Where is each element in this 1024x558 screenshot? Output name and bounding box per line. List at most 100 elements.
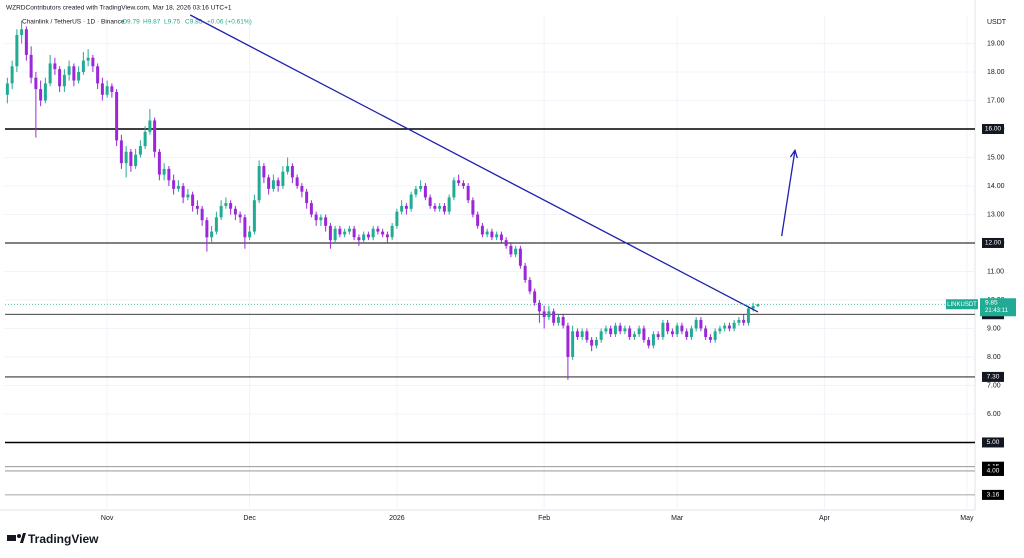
x-tick-label: Apr <box>819 515 831 522</box>
candle-body <box>571 331 575 357</box>
candle-body <box>518 248 522 266</box>
candle-body <box>537 302 541 312</box>
candle-body <box>338 228 342 235</box>
candle-body <box>509 245 513 255</box>
arrow <box>781 150 796 237</box>
candle-body <box>613 325 617 335</box>
candle-body <box>447 197 451 212</box>
candle-body <box>371 228 375 238</box>
symbol-tag <box>946 299 978 310</box>
x-tick-label: Mar <box>671 515 684 522</box>
candle-body <box>119 140 123 164</box>
level-tag <box>982 465 1004 476</box>
candle-body <box>186 194 190 198</box>
candle-body <box>328 225 332 241</box>
candle-body <box>100 83 104 95</box>
candle-body <box>153 120 157 152</box>
candle-body <box>366 234 370 238</box>
logo-mark <box>17 534 21 538</box>
candle-body <box>746 308 750 323</box>
level-tag <box>982 371 1004 382</box>
candle-body <box>376 228 380 232</box>
candle-body <box>471 200 475 215</box>
symbol-label: LINKUSDT <box>947 302 977 308</box>
candle-body <box>675 325 679 335</box>
candle-body <box>257 166 261 201</box>
candle-body <box>442 205 446 212</box>
candle-body <box>718 328 722 332</box>
x-tick-label: 2026 <box>389 515 405 522</box>
legend-low: L9.75 <box>164 19 181 26</box>
candle-body <box>34 77 38 90</box>
candle-body <box>352 228 356 238</box>
candle-body <box>281 171 285 186</box>
candle-body <box>53 63 57 70</box>
candle-body <box>309 203 313 215</box>
candle-body <box>290 166 294 178</box>
candle-body <box>632 334 636 338</box>
y-tick-label: 15.00 <box>987 154 1005 161</box>
candle-body <box>656 334 660 338</box>
candle-body <box>466 185 470 201</box>
level-label: 3.16 <box>987 492 1000 499</box>
level-label: 4.00 <box>987 468 1000 475</box>
candle-body <box>594 339 598 346</box>
candle-body <box>20 29 24 35</box>
x-tick-label: Dec <box>243 515 256 522</box>
candle-body <box>300 185 304 192</box>
candle-body <box>647 339 651 346</box>
candle-body <box>628 328 632 338</box>
candle-body <box>214 217 218 232</box>
candle-body <box>552 311 556 323</box>
candle-body <box>229 203 233 209</box>
candle-body <box>134 154 138 167</box>
candle-body <box>504 240 508 246</box>
level-tag <box>982 123 1004 134</box>
currency-label: USDT <box>987 19 1007 26</box>
legend-symbol: Chainlink / TetherUS · 1D · Binance <box>22 19 125 26</box>
candle-body <box>409 194 413 209</box>
level-tag <box>982 237 1004 248</box>
candle-body <box>333 228 337 241</box>
candle-body <box>143 131 147 147</box>
candle-body <box>404 205 408 209</box>
candle-body <box>205 220 209 238</box>
candle-body <box>390 225 394 238</box>
candle-body <box>694 319 698 329</box>
x-tick-label: Feb <box>538 515 550 522</box>
candle-body <box>252 200 256 232</box>
candle-body <box>96 66 100 84</box>
candle-body <box>81 60 85 72</box>
candle-body <box>295 177 299 186</box>
candle-body <box>105 86 109 95</box>
y-tick-label: 7.00 <box>987 382 1001 389</box>
level-tag <box>982 489 1004 500</box>
y-tick-label: 9.00 <box>987 325 1001 332</box>
candle-body <box>680 325 684 332</box>
logo-mark <box>20 533 26 543</box>
y-tick-label: 18.00 <box>987 69 1005 76</box>
candle-body <box>167 168 171 181</box>
candle-body <box>286 166 290 172</box>
price-tag <box>980 298 1016 317</box>
candle-body <box>547 311 551 318</box>
candle-body <box>362 234 366 241</box>
candle-body <box>590 339 594 346</box>
candle-body <box>262 166 266 178</box>
candle-body <box>271 180 275 189</box>
candle-body <box>585 331 589 340</box>
candle-body <box>618 325 622 332</box>
brand-name: TradingView <box>28 532 99 546</box>
candle-body <box>314 214 318 221</box>
legend-open: O9.79 <box>122 19 140 26</box>
candle-body <box>414 188 418 195</box>
candle-body <box>556 317 560 323</box>
price-label: 9.85 <box>985 299 998 306</box>
candle-body <box>499 234 503 241</box>
arrow-head <box>789 148 798 159</box>
candle-body <box>72 66 76 81</box>
candle-body <box>381 231 385 235</box>
candle-body <box>457 180 461 184</box>
